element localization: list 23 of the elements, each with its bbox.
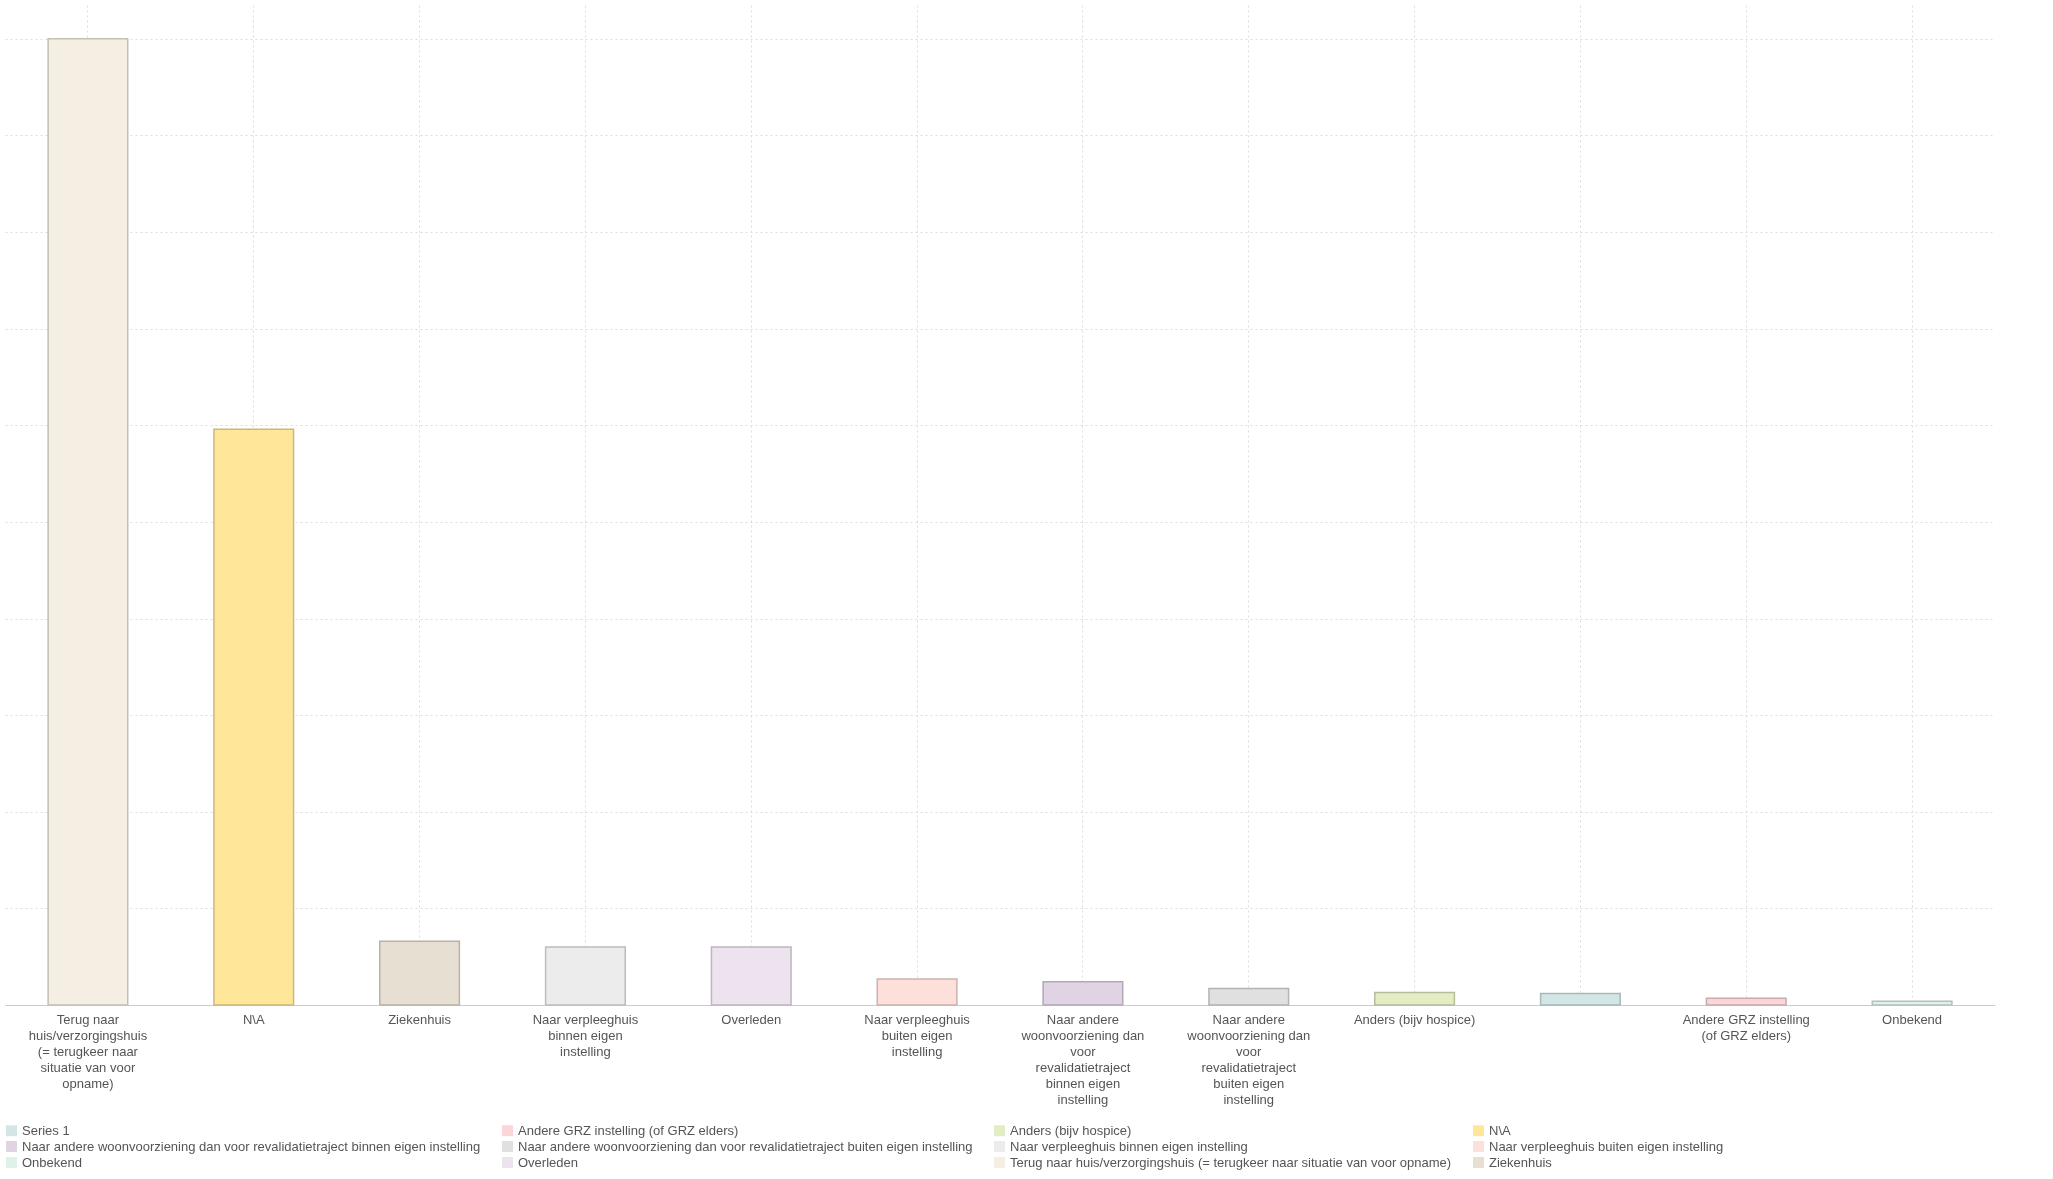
legend-label: Naar andere woonvoorziening dan voor revalidatietraject buiten eigen instelling [518, 1138, 973, 1154]
x-tick-label: Naar verpleeghuis buiten eigen instelling [864, 1011, 971, 1059]
legend-label: Naar verpleeghuis binnen eigen instelling [1010, 1138, 1248, 1154]
x-tick-label: Onbekend [1882, 1011, 1943, 1027]
x-tick-label: Naar verpleeghuis binnen eigen instelling [532, 1011, 639, 1059]
x-tick-label: Overleden [721, 1011, 782, 1027]
x-tick-label: Naar andere woonvoorziening dan voor revalidatietraject binnen eigen instelling [1020, 1011, 1145, 1107]
legend-label: Anders (bijv hospice) [1010, 1122, 1132, 1138]
legend-label: Overleden [518, 1154, 578, 1170]
x-tick-label: N\A [242, 1011, 265, 1027]
legend-label: Onbekend [22, 1154, 82, 1170]
x-tick-label: Terug naar huis/verzorgingshuis (= terugkeer naar situatie van voor opname) [28, 1011, 148, 1091]
x-tick-label: Anders (bijv hospice) [1353, 1011, 1476, 1027]
x-tick-label: Naar andere woonvoorziening dan voor revalidatietraject buiten eigen instelling [1186, 1011, 1311, 1107]
x-tick-label: Ziekenhuis [388, 1011, 452, 1027]
legend-label: Series 1 [22, 1122, 70, 1138]
x-tick-label: Andere GRZ instelling (of GRZ elders) [1682, 1011, 1810, 1043]
legend-label: Ziekenhuis [1489, 1154, 1553, 1170]
legend-label: Terug naar huis/verzorgingshuis (= terugkeer naar situatie van voor opname) [1010, 1154, 1452, 1170]
legend-label: N\A [1489, 1122, 1511, 1138]
legend-label: Naar verpleeghuis buiten eigen instelling [1489, 1138, 1724, 1154]
legend-label: Andere GRZ instelling (of GRZ elders) [518, 1122, 739, 1138]
legend-label: Naar andere woonvoorziening dan voor revalidatietraject binnen eigen instelling [22, 1138, 481, 1154]
